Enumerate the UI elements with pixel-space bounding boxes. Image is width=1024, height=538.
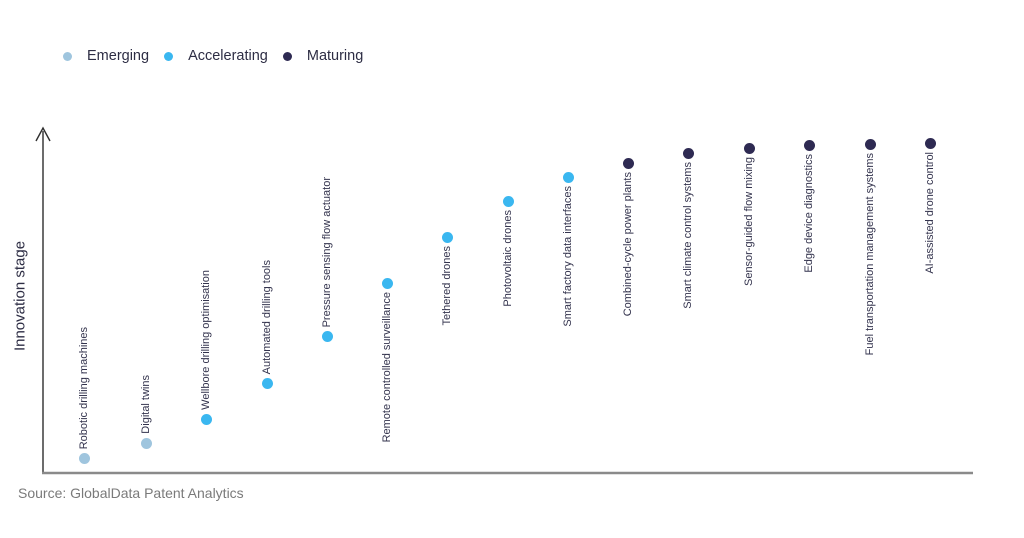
data-point-dot bbox=[743, 142, 755, 154]
data-point-dot bbox=[924, 137, 936, 149]
data-point-dot bbox=[140, 437, 152, 449]
data-point-dot bbox=[682, 147, 694, 159]
legend: Emerging Accelerating Maturing bbox=[63, 48, 363, 64]
data-point-dot bbox=[261, 377, 273, 389]
data-point-label: Sensor-guided flow mixing bbox=[743, 157, 755, 287]
legend-item-label: Maturing bbox=[306, 48, 364, 64]
data-point-dot bbox=[381, 277, 393, 289]
legend-item-label: Emerging bbox=[87, 48, 150, 64]
legend-item-label: Accelerating bbox=[188, 48, 268, 64]
data-point-label: Edge device diagnostics bbox=[803, 154, 815, 273]
data-point-label: Smart factory data interfaces bbox=[562, 186, 574, 327]
data-point-label: Tethered drones bbox=[441, 246, 453, 326]
data-point-dot bbox=[622, 157, 634, 169]
legend-dot-icon bbox=[164, 51, 174, 61]
data-point-label: Smart climate control systems bbox=[682, 162, 694, 309]
source-note: Source: GlobalData Patent Analytics bbox=[18, 485, 244, 501]
data-point-label: Fuel transportation management systems bbox=[864, 153, 876, 356]
data-point-label: Photovoltaic drones bbox=[502, 210, 514, 307]
legend-item-accelerating: Accelerating bbox=[164, 48, 268, 64]
data-point-label: Wellbore drilling optimisation bbox=[200, 270, 212, 410]
data-point-dot bbox=[78, 452, 90, 464]
legend-dot-icon bbox=[282, 51, 292, 61]
data-point-dot bbox=[321, 330, 333, 342]
data-point-label: Digital twins bbox=[140, 375, 152, 434]
data-point-label: Automated drilling tools bbox=[261, 259, 273, 374]
legend-item-emerging: Emerging bbox=[63, 48, 149, 64]
data-point-dot bbox=[803, 139, 815, 151]
data-point-dot bbox=[864, 138, 876, 150]
data-point-dot bbox=[502, 195, 514, 207]
data-point-label: Pressure sensing flow actuator bbox=[321, 176, 333, 327]
data-point-label: Robotic drilling machines bbox=[78, 326, 90, 449]
legend-item-maturing: Maturing bbox=[282, 48, 364, 64]
data-point-dot bbox=[200, 413, 212, 425]
data-point-label: Combined-cycle power plants bbox=[622, 172, 634, 317]
data-point-label: AI-assisted drone control bbox=[924, 152, 936, 274]
data-point-label: Remote controlled surveillance bbox=[381, 292, 393, 443]
data-point-dot bbox=[562, 171, 574, 183]
data-point-dot bbox=[441, 231, 453, 243]
legend-dot-icon bbox=[63, 51, 72, 61]
